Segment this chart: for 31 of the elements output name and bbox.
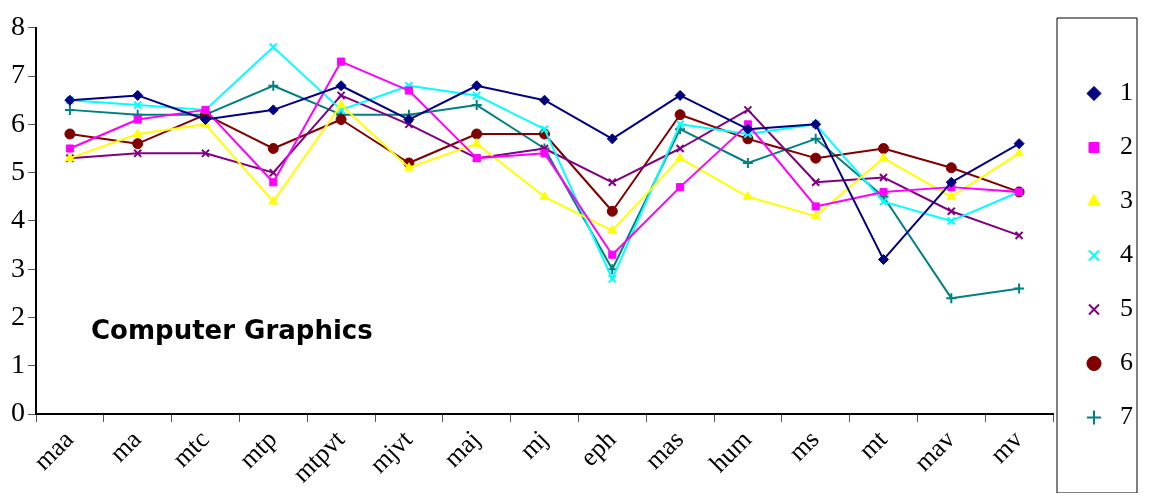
- y-tick-label: 5: [11, 155, 25, 186]
- x-tick-label: mj: [513, 424, 554, 465]
- y-tick-label: 2: [11, 299, 25, 331]
- y-tick-label: 1: [11, 348, 25, 380]
- legend-label: 7: [1120, 401, 1133, 431]
- legend-label: 1: [1120, 77, 1133, 107]
- y-tick-label: 6: [11, 106, 25, 138]
- x-tick-label: hum: [703, 424, 757, 478]
- x-tick-label: ma: [103, 424, 148, 468]
- x-tick-label: ms: [782, 424, 825, 467]
- y-tick-label: 3: [11, 251, 25, 283]
- y-tick-label: 4: [11, 203, 25, 235]
- x-tick-label: mav: [908, 424, 961, 477]
- x-tick-label: maj: [437, 424, 486, 473]
- legend-label: 6: [1120, 347, 1133, 377]
- y-tick-label: 7: [11, 58, 25, 90]
- text: Computer Graphics: [91, 314, 373, 345]
- x-tick-label: mt: [852, 424, 894, 465]
- y-tick-label: 0: [11, 396, 25, 428]
- x-tick-label: mtc: [166, 424, 215, 473]
- x-tick-label: mv: [984, 424, 1029, 469]
- legend-label: 3: [1120, 185, 1133, 215]
- x-tick-label: mjvt: [363, 424, 419, 479]
- y-tick-label: 8: [11, 10, 25, 42]
- x-tick-label: eph: [574, 424, 622, 472]
- legend-label: 2: [1120, 131, 1133, 161]
- legend-label: 5: [1120, 293, 1133, 323]
- x-tick-label: mas: [639, 424, 690, 475]
- x-tick-label: mtp: [233, 424, 283, 474]
- x-tick-label: maa: [27, 424, 80, 476]
- legend-label: 4: [1120, 239, 1133, 269]
